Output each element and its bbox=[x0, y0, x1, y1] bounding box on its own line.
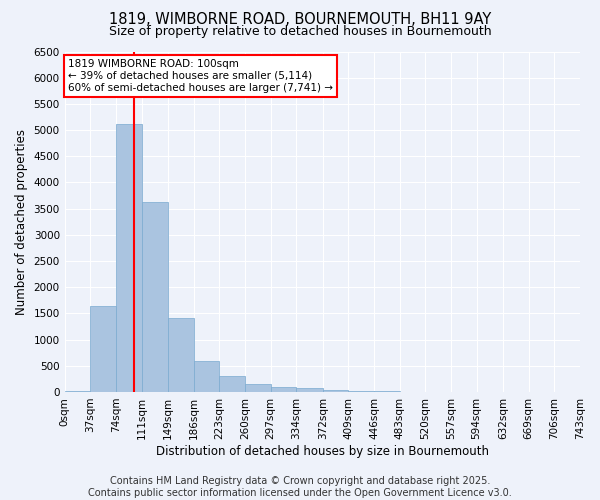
Bar bbox=[194, 361, 220, 392]
Bar bbox=[245, 384, 271, 392]
Text: Contains HM Land Registry data © Crown copyright and database right 2025.
Contai: Contains HM Land Registry data © Crown c… bbox=[88, 476, 512, 498]
Text: Size of property relative to detached houses in Bournemouth: Size of property relative to detached ho… bbox=[109, 25, 491, 38]
X-axis label: Distribution of detached houses by size in Bournemouth: Distribution of detached houses by size … bbox=[156, 444, 489, 458]
Text: 1819, WIMBORNE ROAD, BOURNEMOUTH, BH11 9AY: 1819, WIMBORNE ROAD, BOURNEMOUTH, BH11 9… bbox=[109, 12, 491, 28]
Bar bbox=[220, 376, 245, 392]
Bar bbox=[142, 202, 168, 392]
Bar bbox=[168, 318, 194, 392]
Bar bbox=[65, 390, 91, 392]
Bar bbox=[296, 388, 323, 392]
Bar bbox=[323, 390, 349, 392]
Bar bbox=[271, 387, 296, 392]
Bar bbox=[91, 306, 116, 392]
Bar bbox=[349, 391, 374, 392]
Bar bbox=[116, 124, 142, 392]
Y-axis label: Number of detached properties: Number of detached properties bbox=[15, 128, 28, 314]
Text: 1819 WIMBORNE ROAD: 100sqm
← 39% of detached houses are smaller (5,114)
60% of s: 1819 WIMBORNE ROAD: 100sqm ← 39% of deta… bbox=[68, 60, 333, 92]
